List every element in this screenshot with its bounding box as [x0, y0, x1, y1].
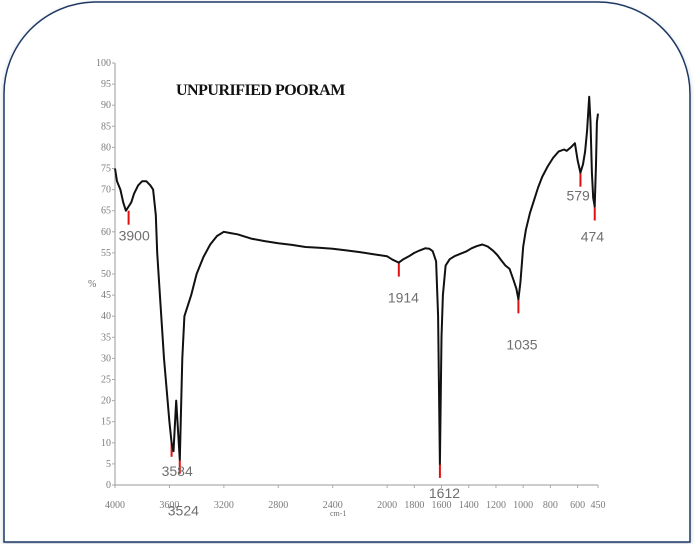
- y-tick-label: 100: [96, 58, 111, 69]
- y-tick-label: 40: [101, 311, 111, 322]
- x-tick-label: 1200: [486, 500, 506, 511]
- peak-label: 474: [581, 228, 605, 244]
- y-tick-label: 0: [106, 480, 111, 491]
- x-tick-label: 1800: [404, 500, 424, 511]
- x-ticks: 4000 3600 3200 2800 2400 2000 1800 1600 1400 1200…: [105, 485, 606, 511]
- y-tick-label: 45: [101, 290, 111, 301]
- y-axis-label: %: [88, 279, 96, 290]
- peak-label: 3900: [119, 228, 150, 244]
- y-tick-label: 30: [101, 353, 111, 364]
- peak-label: 1035: [506, 336, 537, 352]
- y-tick-label: 10: [101, 438, 111, 449]
- x-tick-label: 1600: [432, 500, 452, 511]
- peak-label: 3524: [168, 503, 199, 519]
- x-axis-label: cm-1: [330, 509, 346, 518]
- x-tick-label: 600: [570, 500, 585, 511]
- peak-label: 3584: [162, 463, 193, 479]
- series-group: [114, 95, 599, 465]
- y-tick-label: 70: [101, 185, 111, 196]
- y-tick-label: 65: [101, 206, 111, 217]
- peak-label: 1914: [388, 290, 419, 306]
- x-tick-label: 2000: [377, 500, 397, 511]
- y-tick-label: 90: [101, 100, 111, 111]
- y-tick-label: 55: [101, 248, 111, 259]
- x-tick-label: 2800: [268, 500, 288, 511]
- x-tick-label: 3600: [159, 500, 179, 511]
- x-tick-label: 800: [543, 500, 558, 511]
- y-tick-label: 60: [101, 227, 111, 238]
- y-tick-label: 20: [101, 396, 111, 407]
- x-tick-label: 2400: [323, 500, 343, 511]
- y-tick-label: 85: [101, 121, 111, 132]
- y-tick-label: 80: [101, 142, 111, 153]
- peak-label: 1612: [429, 485, 460, 501]
- y-tick-label: 5: [106, 459, 111, 470]
- peak-markers: [127, 172, 596, 478]
- peak-label: 579: [566, 188, 590, 204]
- y-tick-label: 25: [101, 375, 111, 386]
- x-tick-label: 4000: [105, 500, 125, 511]
- chart-title: UNPURIFIED POORAM: [176, 82, 345, 99]
- transmittance-line: [114, 95, 599, 465]
- y-ticks: 0 5 10 15 20 25 30 35 40 45 50 55 60 65 70 75 80 85 90 95 10…: [96, 58, 115, 491]
- x-tick-label: 450: [591, 500, 606, 511]
- y-tick-label: 50: [101, 269, 111, 280]
- x-tick-label: 1000: [513, 500, 533, 511]
- x-tick-label: 3200: [214, 500, 234, 511]
- y-tick-label: 95: [101, 79, 111, 90]
- y-tick-label: 35: [101, 332, 111, 343]
- y-tick-label: 75: [101, 164, 111, 175]
- x-tick-label: 1400: [459, 500, 479, 511]
- peak-labels: 3900 3584 3524 1914 1612 1035 579 474: [119, 188, 605, 519]
- y-tick-label: 15: [101, 417, 111, 428]
